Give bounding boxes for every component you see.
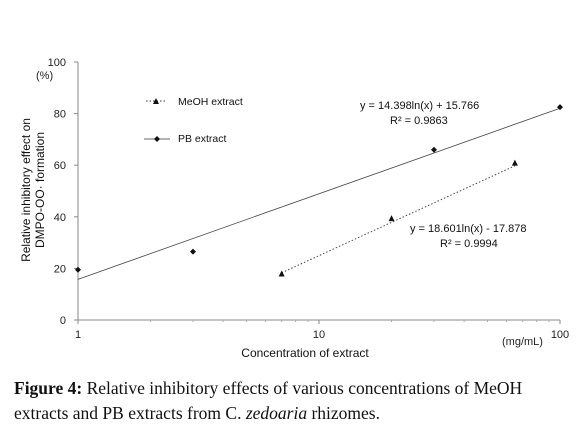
y-tick-label: 80 [54,109,66,121]
legend-label-pb: PB extract [178,133,227,145]
caption-species: zedoaria [245,403,308,423]
legend: MeOH extract PB extract [144,96,243,145]
x-tick-label: 100 [551,329,569,341]
x-unit-label: (mg/mL) [502,336,543,348]
y-tick-label: 20 [54,263,66,275]
y-tick-label: 100 [48,57,66,69]
pb-r2: R² = 0.9863 [390,115,448,127]
meoh-equation: y = 18.601ln(x) - 17.878 [410,223,527,235]
y-tick-label: 0 [60,315,66,327]
caption-text-end: rhizomes. [307,403,380,423]
caption-label: Figure 4: [14,378,83,398]
y-axis-label-line-2: DMPO-OO· formation [33,132,47,248]
axes [74,61,561,324]
fit-line-pb [77,107,561,280]
caption-text: Relative inhibitory effects of various c… [14,378,523,423]
fit-lines [77,107,561,280]
data-point-meoh [278,270,285,277]
data-point-pb [189,248,196,255]
legend-marker-pb [154,136,160,142]
x-tick-label: 1 [75,329,81,341]
data-point-pb [430,146,437,153]
meoh-r2: R² = 0.9994 [440,238,498,250]
y-axis-label-line-1: Relative inhibitory effect on [19,118,33,262]
legend-label-meoh: MeOH extract [178,96,243,108]
data-points [75,104,563,277]
data-point-pb [75,266,81,273]
x-axis-label: Concentration of extract [241,346,369,360]
chart: 0 20 40 60 80 100 1 10 100 (%) (mg/mL) Concentra… [19,57,570,360]
figure-caption: Figure 4: Relative inhibitory effects of… [14,376,580,426]
y-tick-label: 40 [54,212,66,224]
y-unit-label: (%) [36,70,53,82]
data-point-meoh [388,215,395,222]
pb-equation: y = 14.398ln(x) + 15.766 [360,100,479,112]
fit-line-meoh [281,165,516,274]
y-tick-label: 60 [54,160,66,172]
tick-labels: 0 20 40 60 80 100 1 10 100 [48,57,570,341]
data-point-meoh [511,159,518,166]
data-point-pb [557,104,563,111]
legend-marker-meoh [153,98,159,104]
x-tick-label: 10 [313,329,325,341]
